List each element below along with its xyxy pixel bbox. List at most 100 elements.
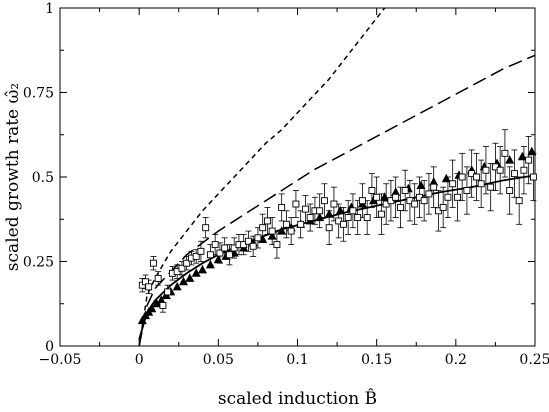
square-point	[197, 247, 205, 255]
square-point	[225, 251, 233, 259]
square-point	[430, 183, 438, 191]
square-point	[301, 205, 309, 213]
square-point	[244, 237, 252, 245]
triangle-point	[267, 231, 277, 240]
triangle-point	[441, 173, 451, 183]
x-axis-label: scaled induction B̂	[218, 389, 377, 409]
square-point	[444, 193, 452, 201]
triangle-point	[191, 268, 201, 277]
square-point	[159, 301, 167, 309]
y-tick-label: 0.25	[23, 255, 54, 271]
x-tick-labels: −0.05 0 0.05 0.1 0.15 0.2 0.25	[39, 352, 549, 368]
square-point	[482, 166, 490, 174]
square-point	[525, 156, 533, 164]
triangle-point	[517, 151, 527, 161]
triangle-point	[505, 155, 515, 164]
square-point	[164, 288, 172, 296]
triangle-point	[380, 192, 390, 201]
square-point	[202, 224, 210, 232]
x-tick-label: 0.25	[519, 352, 549, 368]
square-point	[145, 283, 153, 291]
triangle-point	[416, 180, 426, 189]
square-point	[183, 259, 191, 267]
triangle-point	[147, 303, 157, 313]
square-point	[263, 217, 271, 225]
triangle-point	[213, 254, 223, 264]
x-tick-label: 0.15	[361, 352, 392, 368]
short-dash-curve	[138, 7, 386, 347]
square-point	[306, 214, 314, 222]
square-point	[192, 252, 200, 260]
triangle-point	[198, 264, 207, 274]
square-point	[216, 249, 224, 257]
triangle-point	[315, 212, 325, 222]
square-point	[268, 227, 276, 235]
square-point	[354, 214, 362, 222]
triangle-point	[185, 273, 195, 282]
square-point	[506, 187, 514, 194]
square-point	[529, 173, 537, 181]
long-dash-curve	[138, 54, 536, 347]
square-point	[477, 180, 485, 188]
markers	[137, 146, 537, 325]
square-point	[510, 170, 518, 178]
square-point	[149, 259, 157, 267]
square-point	[439, 203, 447, 211]
square-point	[458, 173, 466, 181]
square-point	[316, 207, 324, 215]
square-point	[373, 193, 381, 201]
square-point	[249, 242, 257, 250]
y-tick-label: 0.75	[23, 86, 54, 102]
square-point	[221, 244, 229, 252]
triangle-point	[205, 259, 215, 269]
square-point	[297, 220, 305, 228]
triangle-point	[429, 177, 439, 186]
triangle-point	[277, 226, 287, 235]
x-tick-label: −0.05	[39, 352, 82, 368]
y-tick-label: 0	[45, 339, 54, 355]
triangle-point	[172, 281, 182, 291]
x-tick-label: 0	[135, 352, 144, 368]
square-point	[259, 224, 267, 232]
square-point	[425, 190, 433, 198]
square-point	[325, 224, 333, 232]
square-point	[363, 214, 371, 222]
square-point	[411, 200, 419, 208]
square-point	[178, 264, 186, 272]
triangle-point	[156, 295, 166, 304]
square-point	[463, 187, 471, 194]
square-point	[396, 203, 404, 211]
square-point	[282, 220, 290, 228]
square-point	[273, 241, 281, 249]
square-point	[254, 234, 262, 242]
square-point	[349, 207, 357, 215]
square-point	[453, 193, 461, 201]
triangle-point	[527, 146, 537, 156]
square-point	[368, 187, 376, 194]
square-point	[358, 197, 366, 205]
y-axis-label: scaled growth rate ω̂₂	[3, 83, 23, 271]
triangle-point	[324, 209, 334, 218]
square-point	[515, 197, 523, 205]
square-point	[154, 274, 162, 282]
triangle-point	[391, 187, 401, 196]
triangle-point	[152, 298, 162, 308]
square-point	[330, 200, 338, 208]
square-point	[496, 166, 504, 174]
square-point	[339, 220, 347, 228]
square-point	[420, 197, 428, 205]
square-point	[472, 173, 480, 181]
square-point	[392, 193, 400, 201]
triangle-point	[137, 315, 147, 325]
square-point	[292, 200, 300, 208]
y-tick-labels: 0 0.25 0.5 0.75 1	[23, 1, 54, 355]
x-tick-label: 0.05	[203, 352, 234, 368]
y-tick-label: 0.5	[32, 170, 54, 186]
y-tick-label: 1	[45, 1, 54, 17]
square-point	[211, 241, 219, 249]
square-point	[449, 180, 457, 188]
square-point	[344, 214, 352, 222]
triangle-point	[179, 276, 188, 286]
square-point	[278, 203, 286, 211]
